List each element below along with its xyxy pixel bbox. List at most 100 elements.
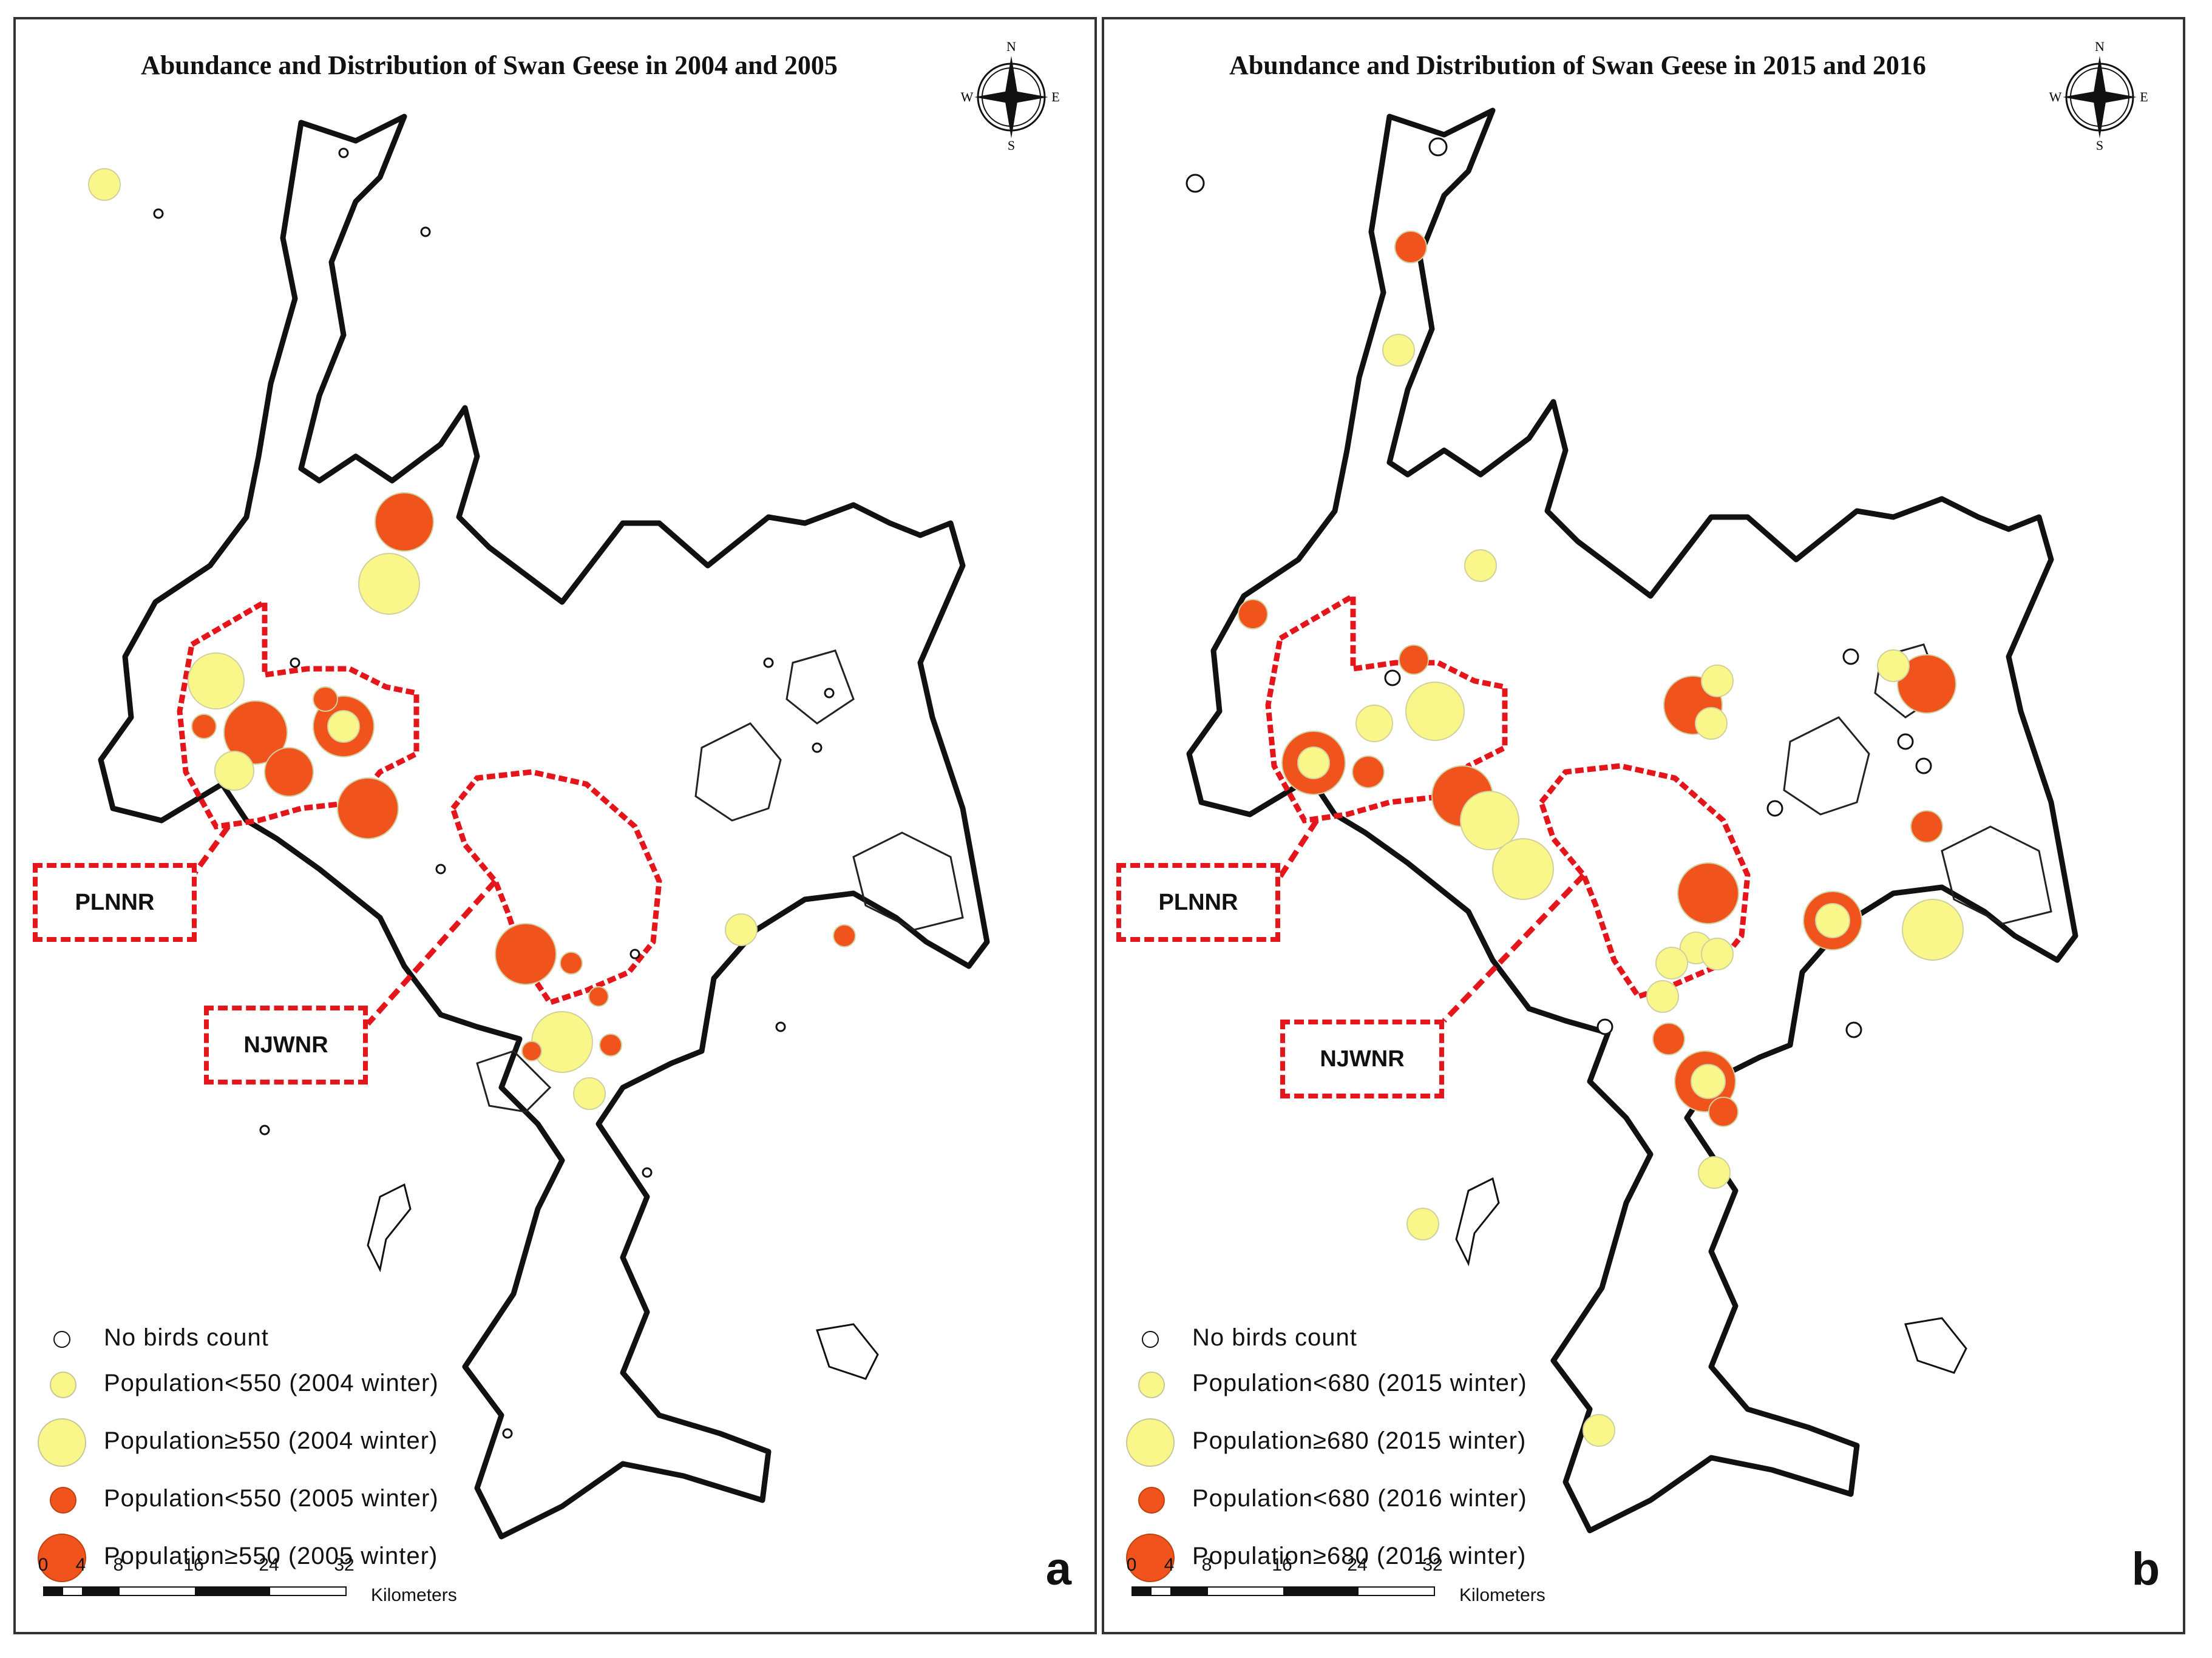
site-orange-small [599,1034,622,1057]
legend-label: Population<550 (2004 winter) [104,1370,439,1396]
plnnr-boundary [177,597,419,830]
site-yellow-small [214,751,254,791]
site-orange-small [1399,645,1429,675]
scale-bar: 0 4 8 16 24 32 Kilometers [38,1555,468,1605]
scale-tick: 4 [1164,1555,1175,1575]
map-title: Abundance and Distribution of Swan Geese… [141,50,838,80]
no-bird-site [1915,757,1932,774]
no-bird-site [502,1428,513,1439]
site-yellow-small [573,1077,606,1110]
legend-label: Population<550 (2005 winter) [104,1485,439,1512]
site-orange-small [1910,810,1943,843]
lake-map-a [88,113,990,1540]
lake-map-b [1186,107,2078,1534]
scale-tick: 8 [1201,1555,1212,1575]
site-yellow-small [1877,649,1910,682]
site-orange-small [1352,756,1385,788]
scale-tick: 24 [259,1555,279,1575]
small-yellow-circle-icon [50,1372,76,1398]
njwnr-boundary [1538,763,1751,1000]
scale-tick: 24 [1347,1555,1368,1575]
sub-lake-outline [852,831,964,931]
site-orange-small [1652,1023,1685,1055]
plnnr-boundary [1265,591,1508,824]
island-outline [1904,1317,1967,1374]
no-bird-site [338,147,349,158]
legend-label: Population≥550 (2005 winter) [104,1543,438,1569]
map-panel-a: Abundance and Distribution of Swan Geese… [13,17,1097,1634]
site-yellow-small [1698,1156,1731,1189]
njwnr-leader [1442,873,1586,1023]
island-outline [367,1183,412,1273]
legend-label: Population<680 (2016 winter) [1192,1485,1527,1512]
small-yellow-circle-icon [1138,1372,1165,1398]
site-orange-small [521,1041,542,1061]
svg-text:N: N [2095,39,2105,54]
no-bird-site [1845,1021,1862,1038]
no-bird-site [1596,1018,1613,1035]
site-yellow-small [1297,746,1330,779]
no-bird-site [1384,669,1401,686]
site-yellow-large [1902,899,1964,961]
site-yellow-small [1815,903,1850,938]
plnnr-label-box: PLNNR [33,863,197,942]
site-orange-small [833,924,856,947]
njwnr-label-box: NJWNR [204,1006,368,1084]
large-orange-circle-icon [38,1534,86,1582]
legend-label: No birds count [1192,1324,1357,1351]
scale-unit: Kilometers [371,1585,457,1605]
scale-unit: Kilometers [1459,1585,1545,1605]
no-bird-site [259,1125,270,1135]
site-yellow-small [1355,705,1393,742]
legend-label: Population≥550 (2004 winter) [104,1427,438,1454]
sub-lake-outline [476,1050,552,1113]
site-orange-large [1677,862,1739,924]
scale-bar-segments [43,1586,347,1596]
svg-text:S: S [1008,138,1015,153]
site-yellow-small [1691,1064,1726,1099]
population-sites [88,168,856,1110]
large-yellow-circle-icon [38,1418,86,1467]
site-yellow-large [1405,682,1465,741]
map-title: Abundance and Distribution of Swan Geese… [1229,50,1926,80]
no-bird-site [812,742,823,753]
site-yellow-small [1701,665,1734,697]
no-bird-site [290,657,300,668]
site-orange-large [337,777,399,839]
sub-lake-outline [1941,825,2052,925]
scale-tick: 4 [75,1555,86,1575]
njwnr-leader [365,879,498,1026]
no-bird-site [1428,137,1448,157]
panel-letter: a [1045,1543,1071,1595]
empty-circle-icon [1142,1331,1159,1348]
site-orange-small [588,986,609,1007]
scale-tick: 32 [334,1555,355,1575]
site-orange-large [264,747,314,797]
svg-text:W: W [2049,89,2062,104]
site-orange-small [1708,1097,1739,1127]
large-yellow-circle-icon [1126,1418,1175,1467]
site-orange-small [1394,231,1427,263]
site-yellow-small [1646,980,1679,1013]
no-bird-site [775,1021,786,1032]
no-bird-site [420,226,431,237]
scale-bar-segments [1131,1586,1435,1596]
site-yellow-small [1382,334,1415,367]
no-bird-sites [153,147,835,1439]
scale-tick: 32 [1422,1555,1443,1575]
site-yellow-large [531,1011,593,1073]
site-yellow-small [1655,947,1688,980]
site-orange-small [1238,599,1268,629]
svg-text:W: W [961,89,974,104]
scale-tick: 16 [1272,1555,1292,1575]
site-yellow-small [1583,1414,1615,1447]
no-bird-site [629,949,640,959]
site-yellow-small [1464,549,1497,582]
empty-circle-icon [53,1331,70,1348]
no-bird-site [153,208,164,219]
island-outline [1455,1177,1500,1267]
no-bird-sites [1186,137,1932,1038]
site-yellow-large [358,553,420,615]
small-orange-circle-icon [1138,1487,1165,1514]
scale-tick: 16 [183,1555,204,1575]
